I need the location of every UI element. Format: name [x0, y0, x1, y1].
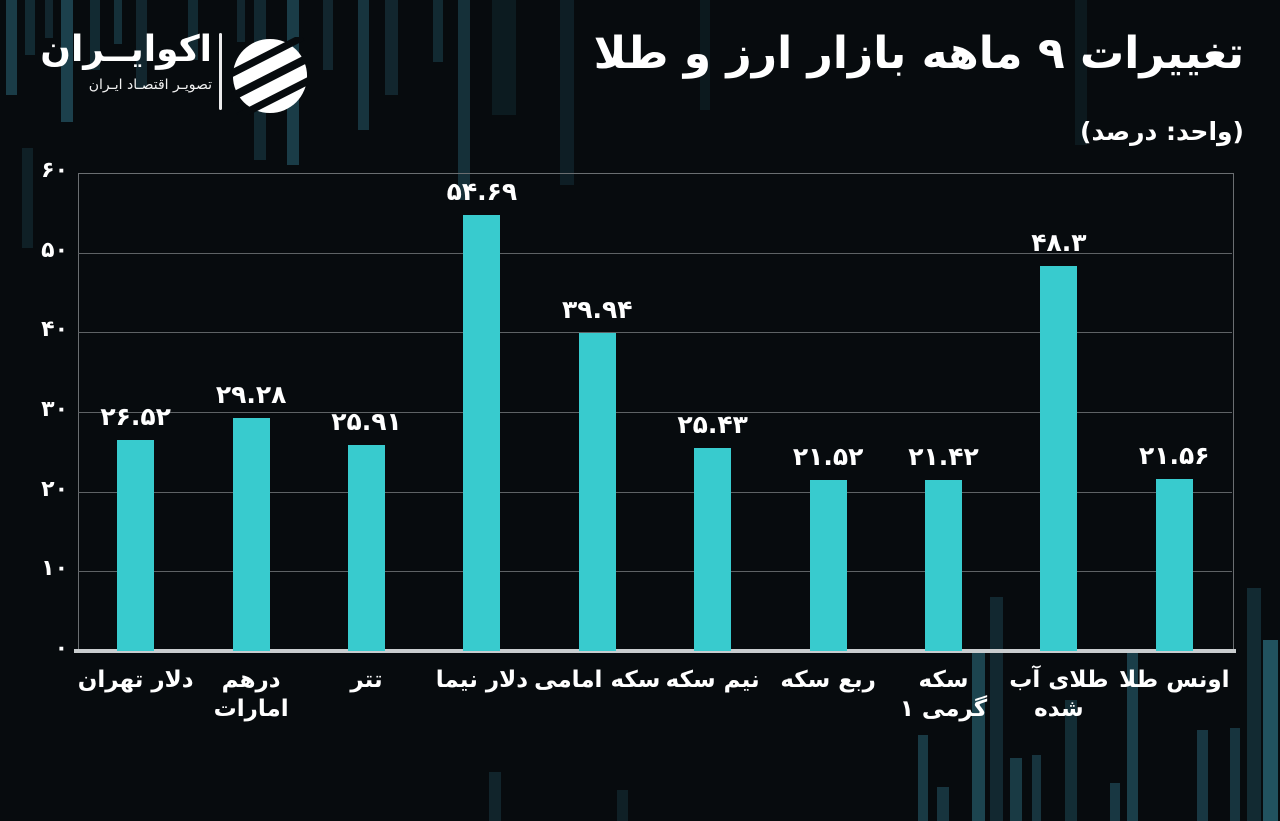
decor-stripe [1065, 700, 1077, 821]
y-tick-label: ۲۰ [41, 476, 68, 502]
category-label: سکه ۱ گرمی [874, 666, 1014, 724]
brand-name: اکوایــران [40, 29, 212, 70]
category-label: دلار نیما [412, 666, 552, 695]
gridline [78, 252, 1232, 254]
category-label: طلای آب شده [989, 666, 1129, 724]
bar-value-label: ۲۹.۲۸ [215, 379, 287, 409]
y-tick-label: ۵۰ [41, 237, 68, 263]
category-label-line: اونس طلا [1119, 667, 1230, 693]
decor-stripe [489, 772, 501, 821]
chart-unit-label: (واحد: درصد) [1080, 117, 1244, 146]
decor-stripe [560, 0, 574, 185]
bar [232, 417, 270, 651]
decor-stripe [358, 0, 369, 130]
decor-stripe [492, 0, 516, 115]
category-label: دلار تهران [66, 666, 206, 695]
decor-stripe [433, 0, 443, 62]
bar-value-label: ۲۵.۴۳ [677, 410, 748, 440]
decor-stripe [458, 0, 470, 200]
category-label-line: دلار تهران [77, 667, 194, 693]
category-label: ربع سکه [758, 666, 898, 695]
bar-value-label: ۲۶.۵۲ [100, 401, 171, 431]
bar-value-label: ۴۸.۳ [1031, 228, 1087, 258]
decor-stripe [700, 0, 710, 110]
decor-stripe [90, 0, 100, 70]
decor-stripe [323, 0, 333, 70]
gridline [78, 412, 1232, 413]
decor-stripe [972, 652, 985, 821]
decor-stripe [918, 735, 928, 821]
y-tick-label: ۳۰ [41, 397, 68, 422]
decor-stripe [237, 0, 245, 42]
bar [809, 479, 847, 651]
y-tick-label: ۶۰ [41, 158, 68, 183]
bar [117, 439, 155, 651]
brand-separator [219, 33, 222, 110]
decor-stripe [1247, 588, 1261, 821]
decor-stripe [1197, 730, 1208, 821]
decor-stripe [1230, 728, 1240, 821]
decor-stripe [45, 0, 53, 38]
bar-value-label: ۲۱.۵۶ [1139, 441, 1210, 471]
bar-value-label: ۳۹.۹۴ [562, 294, 633, 324]
category-label-line: شده [1034, 696, 1084, 722]
decor-stripe [385, 0, 398, 95]
category-label-line: تتر [350, 667, 383, 693]
gridline [78, 332, 1232, 334]
category-label-line: سکه امامی [534, 667, 661, 693]
category-label-line: طلای آب [1009, 667, 1109, 693]
ecoiran-logo-icon [231, 37, 309, 115]
category-label-line: ربع سکه [780, 667, 876, 693]
y-tick-label: ۴۰ [41, 317, 68, 343]
brand-tagline: تصویـر اقتصـاد ایـران [88, 77, 212, 93]
bar-value-label: ۵۴.۶۹ [446, 177, 518, 207]
category-label-line: نیم سکه [665, 667, 760, 693]
bar [694, 448, 732, 651]
brand-block: اکوایــران تصویـر اقتصـاد ایـران [36, 28, 212, 94]
category-label: اونس طلا [1104, 666, 1244, 695]
bar [348, 444, 385, 651]
category-label: نیم سکه [643, 666, 783, 695]
decor-stripe [1075, 0, 1087, 145]
y-tick-label: ۰ [54, 636, 68, 661]
gridline [78, 571, 1232, 573]
bar-value-label: ۲۵.۹۱ [331, 406, 402, 436]
bar [578, 332, 616, 651]
decor-stripe [6, 0, 17, 95]
decor-stripe [114, 0, 122, 44]
decor-stripe [1110, 783, 1120, 821]
bar [1040, 266, 1078, 651]
bar-value-label: ۲۱.۴۲ [908, 442, 979, 472]
decor-stripe [937, 787, 949, 821]
chart-title: تغییرات ۹ ماهه بازار ارز و طلا [593, 28, 1244, 79]
x-axis-line [74, 649, 1236, 653]
gridline [78, 491, 1232, 493]
bar [925, 480, 962, 651]
category-label: تتر [297, 666, 437, 695]
y-tick-label: ۱۰ [41, 556, 68, 582]
decor-stripe [136, 0, 147, 88]
decor-stripe [617, 790, 628, 821]
category-label: درهم امارات [181, 666, 321, 724]
decor-stripe [25, 0, 35, 55]
bar [1155, 479, 1193, 651]
category-label: سکه امامی [527, 666, 667, 695]
decor-stripe [1263, 640, 1278, 821]
decor-stripe [1032, 755, 1041, 821]
decor-stripe [188, 0, 198, 60]
category-label-line: درهم امارات [213, 667, 289, 722]
category-label-line: سکه [918, 667, 969, 693]
category-label-line: دلار نیما [435, 667, 529, 693]
decor-stripe [61, 0, 73, 122]
bar [463, 215, 501, 651]
category-label-line: ۱ گرمی [899, 696, 988, 722]
decor-stripe [1010, 758, 1022, 821]
decor-stripe [22, 148, 33, 248]
decor-stripe [1127, 650, 1138, 821]
bar-value-label: ۲۱.۵۲ [792, 441, 864, 471]
decor-stripe [990, 597, 1003, 821]
